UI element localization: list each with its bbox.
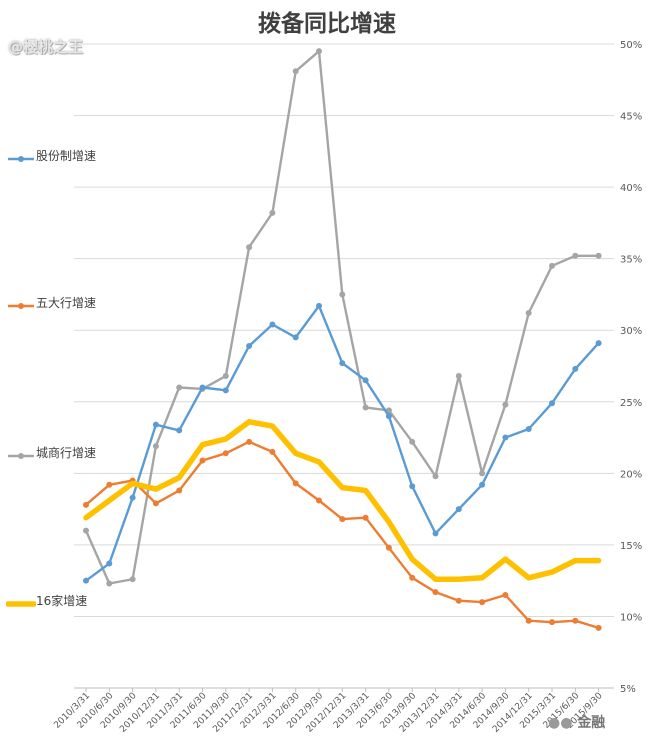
y-tick-label: 15% [620, 541, 642, 552]
data-point-1 [246, 438, 253, 445]
data-point-0 [152, 421, 159, 428]
data-point-0 [292, 334, 299, 341]
series-line-0 [84, 304, 600, 582]
data-point-1 [549, 619, 555, 626]
data-point-0 [83, 577, 89, 584]
data-point-2 [176, 384, 183, 391]
data-point-0 [595, 340, 602, 347]
data-point-2 [339, 291, 346, 298]
data-point-1 [292, 480, 299, 487]
data-point-2 [549, 262, 555, 269]
data-point-1 [409, 574, 416, 581]
data-point-0 [222, 387, 229, 394]
data-point-2 [129, 576, 136, 583]
legend-swatch [8, 303, 34, 309]
y-tick-label: 45% [620, 112, 642, 123]
data-point-2 [409, 438, 416, 445]
data-point-2 [222, 373, 229, 380]
data-point-0 [362, 377, 369, 384]
data-point-1 [455, 597, 462, 604]
series-line-1 [84, 440, 600, 630]
data-point-0 [129, 494, 136, 501]
data-point-1 [222, 450, 229, 457]
data-point-2 [316, 48, 322, 55]
wechat-icon: ●● [548, 715, 573, 731]
legend-label: 五大行增速 [36, 296, 97, 310]
legend-label: 16家增速 [36, 594, 88, 608]
data-point-1 [525, 617, 532, 624]
data-point-0 [572, 365, 579, 372]
legend-swatch [8, 156, 34, 162]
data-point-1 [595, 624, 602, 631]
data-point-2 [106, 580, 113, 587]
y-tick-label: 50% [620, 40, 642, 51]
data-point-2 [432, 473, 439, 480]
data-point-1 [502, 591, 509, 598]
data-point-0 [525, 425, 532, 432]
data-point-2 [362, 404, 369, 411]
watermark-bottom-label: 金融 [577, 715, 606, 731]
legend-swatch [8, 453, 34, 459]
data-point-1 [385, 544, 392, 551]
data-point-2 [455, 373, 462, 380]
data-point-0 [409, 483, 416, 490]
data-point-1 [152, 500, 159, 507]
data-point-1 [479, 599, 486, 606]
data-point-0 [246, 342, 253, 349]
series-line-3 [83, 419, 602, 582]
data-point-2 [525, 310, 532, 317]
y-tick-label: 35% [620, 255, 642, 266]
legend-label: 股份制增速 [36, 149, 97, 163]
data-point-0 [479, 481, 486, 488]
data-point-1 [572, 617, 579, 624]
y-tick-label: 25% [620, 398, 642, 409]
y-tick-label: 20% [620, 469, 642, 480]
data-point-2 [502, 401, 509, 408]
data-point-2 [83, 527, 89, 534]
data-point-0 [339, 360, 346, 367]
data-point-2 [479, 470, 486, 477]
data-point-2 [595, 252, 602, 259]
data-point-1 [83, 501, 89, 508]
data-point-0 [106, 560, 113, 567]
data-point-1 [316, 497, 322, 504]
data-point-0 [455, 506, 462, 513]
data-point-1 [339, 516, 346, 523]
y-tick-label: 5% [620, 684, 636, 695]
data-point-1 [432, 589, 439, 596]
y-tick-label: 10% [620, 612, 642, 623]
data-point-0 [385, 413, 392, 420]
data-point-0 [316, 302, 322, 309]
data-point-2 [246, 244, 253, 251]
data-point-0 [432, 530, 439, 537]
chart-title: 拨备同比增速 [258, 10, 396, 37]
data-point-2 [292, 68, 299, 75]
data-point-1 [362, 514, 369, 521]
data-point-1 [106, 481, 113, 488]
series-line-2 [84, 50, 600, 585]
data-point-0 [176, 427, 183, 434]
watermark-bottom: ●● 金融 [548, 712, 605, 732]
data-point-2 [152, 443, 159, 450]
legend-swatch [6, 601, 36, 607]
data-point-2 [269, 209, 276, 216]
legend-label: 城商行增速 [36, 446, 97, 460]
data-point-0 [502, 434, 509, 441]
data-point-2 [572, 252, 579, 259]
data-point-1 [199, 457, 206, 464]
data-point-0 [269, 321, 276, 328]
y-tick-label: 40% [620, 183, 642, 194]
data-point-1 [176, 487, 183, 494]
data-point-0 [199, 384, 206, 391]
y-tick-label: 30% [620, 326, 642, 337]
watermark-top: @樱桃之王 [8, 38, 84, 56]
data-point-0 [549, 400, 555, 407]
data-point-1 [269, 448, 276, 455]
